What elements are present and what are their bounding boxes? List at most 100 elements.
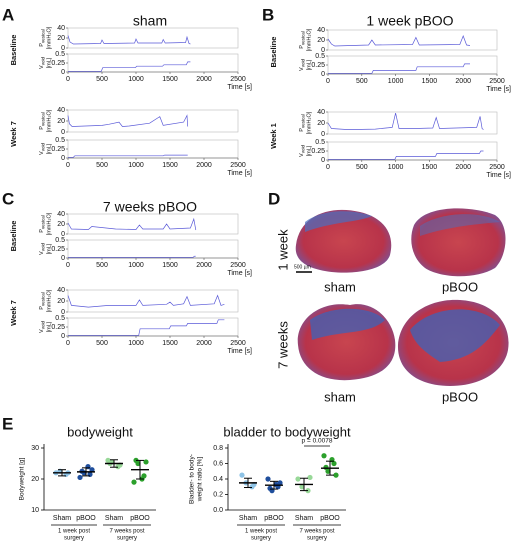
plot-frame <box>327 111 498 135</box>
group-label: surgery <box>64 536 84 542</box>
x-axis-label: Time [s] <box>227 270 252 277</box>
x-axis-label: Time [s] <box>227 84 252 91</box>
group-label: surgery <box>117 536 137 542</box>
y-tick-label: 0.25 <box>311 62 325 69</box>
x-tick-label: 2500 <box>230 76 246 83</box>
category-label: Sham <box>295 515 313 522</box>
data-point <box>299 484 305 490</box>
data-point <box>333 472 339 478</box>
x-tick-label: 500 <box>356 78 368 85</box>
y-tick-label: 0.25 <box>51 146 65 153</box>
column-label: pBOO <box>442 279 478 294</box>
data-point <box>89 467 95 473</box>
y-axis-label: Vvoid <box>39 57 45 69</box>
trace <box>67 217 197 231</box>
y-tick-label: 0 <box>321 131 325 138</box>
panel-label: E <box>2 414 13 433</box>
y-axis-unit: [mmH₂O] <box>46 289 52 312</box>
category-label: Sham <box>53 515 71 522</box>
y-tick-label: 0.5 <box>55 137 65 144</box>
x-tick-label: 500 <box>96 262 108 269</box>
x-tick-label: 0 <box>66 76 70 83</box>
y-label-sub: vesical <box>41 112 46 126</box>
y-axis-label: Vvoid <box>299 59 305 71</box>
x-tick-label: 0 <box>326 164 330 171</box>
x-tick-label: 0 <box>66 162 70 169</box>
annotation: p = 0.0078 <box>302 438 333 445</box>
y-axis-label: Vvoid <box>39 321 45 333</box>
y-label-main: V <box>299 67 305 71</box>
trace <box>67 294 225 308</box>
y-tick-label: 0 <box>61 333 65 340</box>
x-tick-label: 2500 <box>489 164 505 171</box>
y-axis-label: Vvoid <box>39 243 45 255</box>
category-label: pBOO <box>76 515 96 522</box>
y-tick-label: 0 <box>61 155 65 162</box>
x-tick-label: 500 <box>96 76 108 83</box>
y-tick-label: 0 <box>61 129 65 136</box>
y-axis-unit: [mmH₂O] <box>46 26 52 49</box>
y-label-sub: vesical <box>301 114 306 128</box>
group-label: 1 week post <box>58 529 90 535</box>
row-label: Week 7 <box>9 300 18 326</box>
x-tick-label: 2500 <box>489 78 505 85</box>
trace <box>328 63 470 74</box>
y-axis-label: Pvesical <box>39 292 45 309</box>
plot-frame <box>67 317 239 337</box>
chart-title: bodyweight <box>67 424 133 439</box>
y-tick-label: 0.5 <box>55 315 65 322</box>
row-label: Baseline <box>9 35 18 66</box>
x-tick-label: 0 <box>66 262 70 269</box>
y-label-main: V <box>39 65 45 69</box>
y-label-main: P <box>39 126 45 130</box>
y-tick-label: 40 <box>57 107 65 114</box>
row-label: 7 weeks <box>275 321 290 369</box>
y-axis-unit: [mL] <box>46 57 52 68</box>
y-tick-label: 0.8 <box>213 445 223 452</box>
y-axis-unit: [mL] <box>46 143 52 154</box>
plot-frame <box>327 55 498 75</box>
y-label-main: P <box>299 128 305 132</box>
data-point <box>277 480 283 486</box>
y-axis-label: Vvoid <box>299 145 305 157</box>
panel-title: 7 weeks pBOO <box>103 199 197 215</box>
x-axis-label: Time [s] <box>486 172 511 179</box>
x-tick-label: 1500 <box>162 76 178 83</box>
panel-label: A <box>2 5 14 24</box>
y-axis-unit: [mmH₂O] <box>46 212 52 235</box>
data-point <box>239 472 245 478</box>
trace <box>68 154 188 158</box>
y-tick-label: 0.25 <box>51 324 65 331</box>
y-tick-label: 0.25 <box>51 60 65 67</box>
y-tick-label: 0.25 <box>311 148 325 155</box>
category-label: Sham <box>239 515 257 522</box>
y-tick-label: 0.0 <box>213 507 223 514</box>
x-tick-label: 1000 <box>388 78 404 85</box>
trace <box>68 319 225 336</box>
x-tick-label: 0 <box>66 340 70 347</box>
y-label-main: P <box>299 45 305 49</box>
y-axis-unit: [mL] <box>306 145 312 156</box>
plot-frame <box>327 29 498 51</box>
y-tick-label: 20 <box>317 37 325 44</box>
plot-frame <box>67 139 239 159</box>
y-tick-label: 40 <box>317 27 325 34</box>
data-point <box>143 459 149 465</box>
y-tick-label: 0 <box>61 309 65 316</box>
y-label-main: P <box>39 43 45 47</box>
y-tick-label: 0 <box>61 231 65 238</box>
x-tick-label: 2000 <box>196 162 212 169</box>
y-tick-label: 0.5 <box>315 139 325 146</box>
plot-frame <box>67 27 239 49</box>
y-tick-label: 40 <box>57 287 65 294</box>
y-tick-label: 0 <box>61 69 65 76</box>
chart-title: bladder to bodyweight <box>223 424 351 439</box>
histology <box>295 208 509 386</box>
trace <box>67 35 191 45</box>
y-axis-unit: [mmH₂O] <box>306 28 312 51</box>
y-tick-label: 0.25 <box>51 246 65 253</box>
plot-frame <box>67 53 239 73</box>
y-label-sub: void <box>301 59 306 68</box>
y-axis-label: weight ratio [%] <box>197 457 204 503</box>
x-tick-label: 2000 <box>196 262 212 269</box>
